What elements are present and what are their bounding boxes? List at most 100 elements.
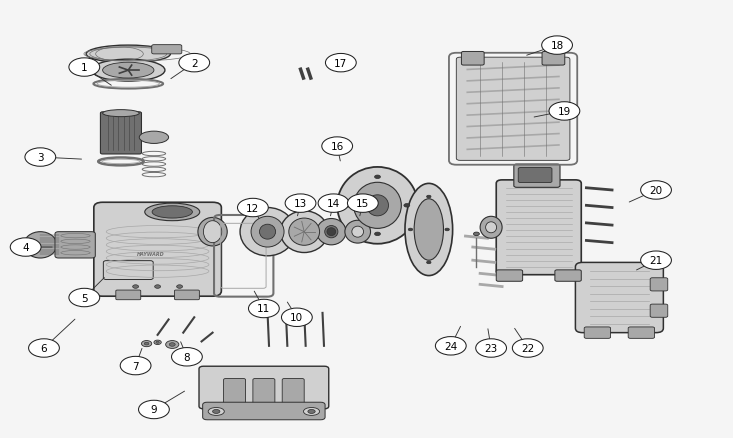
FancyBboxPatch shape [55, 232, 95, 258]
Text: 6: 6 [40, 343, 48, 353]
Ellipse shape [23, 232, 57, 258]
Ellipse shape [366, 195, 388, 216]
Ellipse shape [325, 226, 338, 238]
Ellipse shape [337, 167, 418, 244]
Ellipse shape [198, 218, 227, 246]
Circle shape [29, 339, 59, 357]
Text: 22: 22 [521, 343, 534, 353]
Circle shape [120, 357, 151, 375]
Circle shape [281, 308, 312, 327]
Text: 21: 21 [649, 256, 663, 265]
Text: 5: 5 [81, 293, 88, 303]
FancyBboxPatch shape [650, 278, 668, 291]
Ellipse shape [405, 184, 452, 276]
Text: 9: 9 [150, 405, 158, 414]
Circle shape [549, 102, 580, 121]
Ellipse shape [404, 204, 410, 208]
Text: 2: 2 [191, 59, 198, 68]
FancyBboxPatch shape [174, 290, 199, 300]
Circle shape [322, 138, 353, 156]
Circle shape [476, 339, 507, 357]
Circle shape [641, 181, 671, 200]
Circle shape [10, 238, 41, 257]
FancyBboxPatch shape [224, 378, 246, 406]
FancyBboxPatch shape [202, 402, 325, 420]
Circle shape [285, 194, 316, 213]
Ellipse shape [308, 410, 315, 413]
Ellipse shape [427, 196, 431, 198]
Text: 24: 24 [444, 341, 457, 351]
Ellipse shape [345, 204, 351, 208]
Ellipse shape [345, 221, 370, 244]
FancyBboxPatch shape [650, 304, 668, 318]
Text: 16: 16 [331, 142, 344, 152]
Ellipse shape [139, 132, 169, 144]
Ellipse shape [213, 410, 220, 413]
Ellipse shape [327, 228, 336, 236]
Ellipse shape [156, 342, 159, 343]
FancyBboxPatch shape [103, 261, 153, 280]
Text: 11: 11 [257, 304, 270, 314]
Ellipse shape [375, 233, 380, 236]
Circle shape [325, 54, 356, 73]
FancyBboxPatch shape [514, 165, 560, 188]
FancyBboxPatch shape [94, 203, 221, 297]
Ellipse shape [280, 212, 328, 253]
FancyBboxPatch shape [456, 58, 570, 161]
Text: 17: 17 [334, 59, 347, 68]
FancyBboxPatch shape [462, 53, 484, 66]
Ellipse shape [208, 407, 224, 415]
FancyBboxPatch shape [253, 378, 275, 406]
Text: 15: 15 [356, 199, 369, 208]
Text: 19: 19 [558, 107, 571, 117]
Text: 13: 13 [294, 199, 307, 208]
Ellipse shape [103, 63, 154, 79]
FancyBboxPatch shape [584, 327, 611, 339]
Circle shape [69, 59, 100, 77]
Ellipse shape [92, 60, 165, 82]
Circle shape [248, 300, 279, 318]
Ellipse shape [166, 341, 179, 349]
Ellipse shape [354, 183, 402, 229]
FancyBboxPatch shape [575, 263, 663, 333]
Ellipse shape [169, 343, 175, 346]
Ellipse shape [103, 110, 139, 117]
FancyBboxPatch shape [496, 270, 523, 282]
Circle shape [172, 348, 202, 366]
Ellipse shape [414, 199, 443, 261]
Text: 10: 10 [290, 313, 303, 322]
Ellipse shape [86, 46, 170, 64]
Ellipse shape [445, 229, 449, 231]
Ellipse shape [141, 341, 152, 347]
Ellipse shape [240, 208, 295, 256]
Ellipse shape [289, 219, 320, 246]
Ellipse shape [177, 285, 183, 289]
Text: 1: 1 [81, 63, 88, 73]
Ellipse shape [352, 227, 364, 237]
Circle shape [139, 400, 169, 419]
FancyBboxPatch shape [628, 327, 655, 339]
Ellipse shape [154, 340, 161, 345]
Text: 12: 12 [246, 203, 259, 213]
FancyBboxPatch shape [282, 378, 304, 406]
Text: 8: 8 [183, 352, 191, 362]
Ellipse shape [480, 217, 502, 239]
Circle shape [512, 339, 543, 357]
Ellipse shape [144, 204, 200, 221]
Ellipse shape [204, 221, 221, 243]
Ellipse shape [474, 233, 479, 236]
Ellipse shape [303, 407, 320, 415]
Ellipse shape [317, 219, 346, 245]
Circle shape [318, 194, 349, 213]
Text: 7: 7 [132, 361, 139, 371]
Ellipse shape [427, 261, 431, 264]
FancyBboxPatch shape [199, 366, 328, 409]
Circle shape [641, 251, 671, 270]
Circle shape [435, 337, 466, 355]
Circle shape [69, 289, 100, 307]
Ellipse shape [259, 225, 276, 240]
Ellipse shape [251, 217, 284, 247]
Text: 3: 3 [37, 153, 44, 162]
Circle shape [542, 37, 572, 55]
Ellipse shape [144, 343, 149, 345]
